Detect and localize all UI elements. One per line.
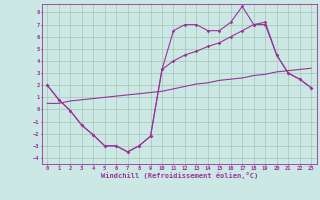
X-axis label: Windchill (Refroidissement éolien,°C): Windchill (Refroidissement éolien,°C): [100, 172, 258, 179]
